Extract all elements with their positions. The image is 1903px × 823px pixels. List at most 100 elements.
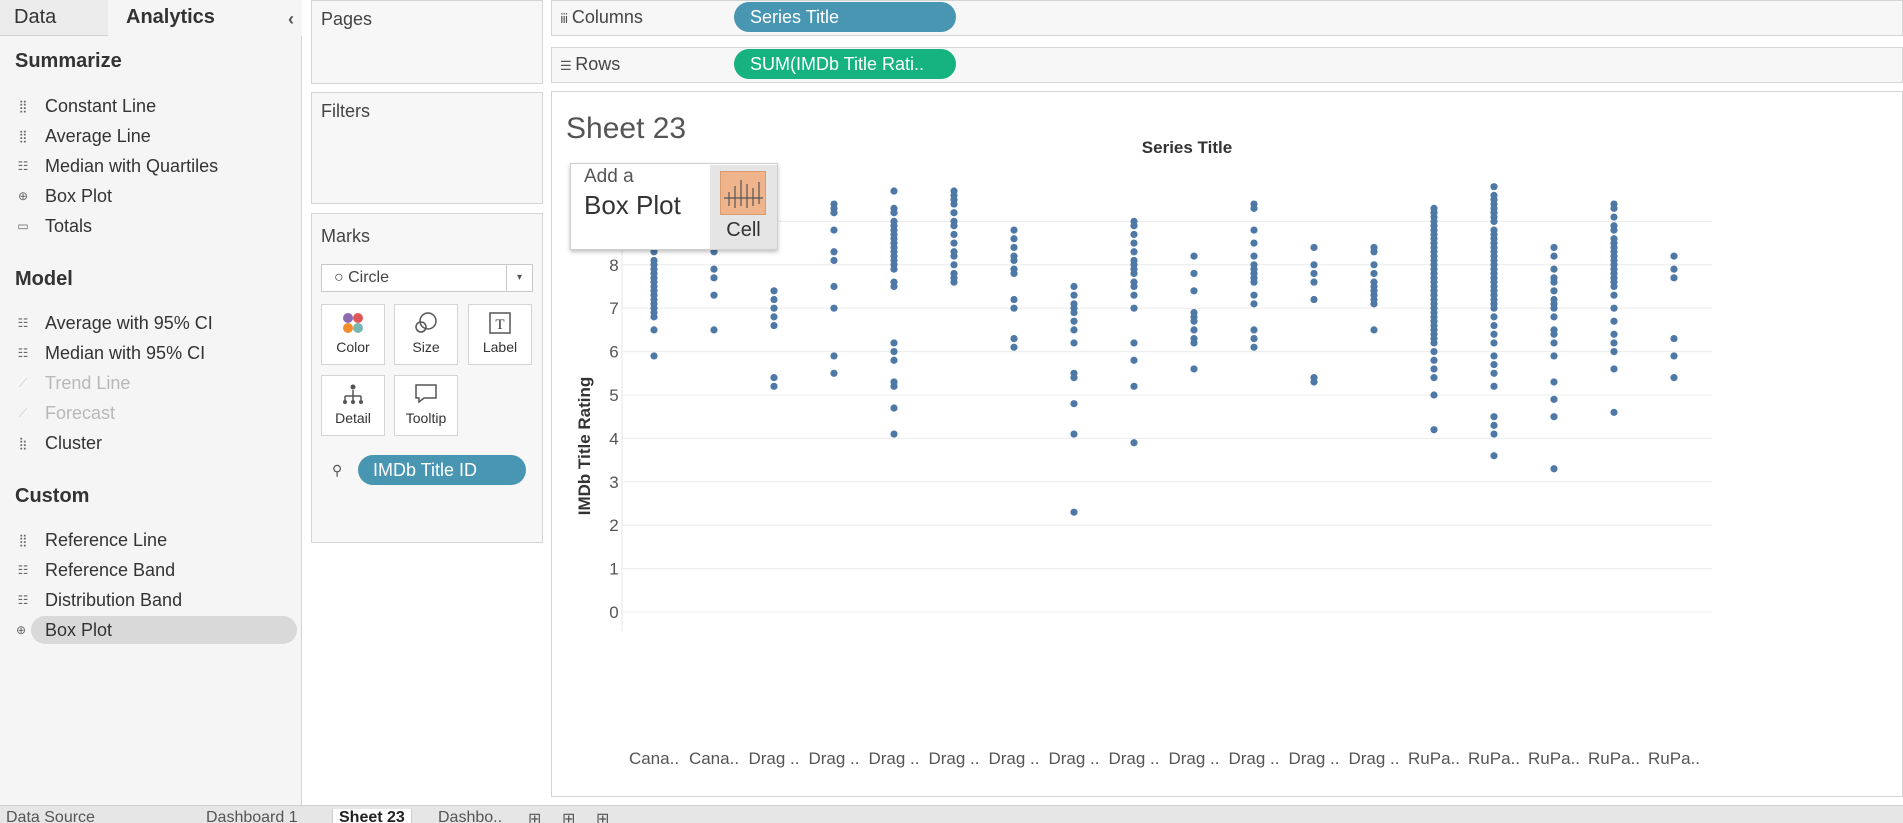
mark-type-dropdown[interactable]: ○ Circle ▾ (321, 264, 533, 292)
data-point (1490, 183, 1498, 191)
analytics-item-median-quartiles[interactable]: ☷ Median with Quartiles (14, 152, 298, 180)
tab-analytics[interactable]: Analytics ‹ (108, 0, 302, 36)
y-tick-label: 6 (609, 343, 618, 362)
constant-line-icon: ⣿ (18, 99, 28, 113)
new-dashboard-icon[interactable]: ⊞ (562, 811, 576, 823)
tab-data[interactable]: Data (0, 0, 108, 36)
x-tick-label: Drag .. (1288, 749, 1339, 768)
data-point (1550, 313, 1558, 321)
marks-size-button[interactable]: Size (394, 304, 458, 365)
analytics-item-distribution-band[interactable]: ☷ Distribution Band (14, 586, 298, 614)
data-point (650, 326, 658, 334)
data-point (1610, 365, 1618, 373)
analytics-item-reference-band[interactable]: ☷ Reference Band (14, 556, 298, 584)
reference-line-icon: ⣿ (18, 533, 28, 547)
analytics-item-box-plot-custom[interactable]: ⊕ Box Plot (16, 616, 297, 644)
tab-sheet-23[interactable]: Sheet 23 (332, 809, 412, 823)
analytics-item-median-ci[interactable]: ☷ Median with 95% CI (14, 339, 298, 367)
data-point (1190, 269, 1198, 278)
analytics-item-average-line[interactable]: ⣿ Average Line (14, 122, 298, 150)
collapse-pane-icon[interactable]: ‹ (288, 9, 294, 29)
item-label: Box Plot (45, 186, 113, 206)
data-point (1250, 300, 1258, 308)
data-point (830, 209, 838, 217)
data-point (1550, 243, 1558, 252)
item-label: Constant Line (45, 96, 157, 116)
drag-tooltip: Add a Box Plot Cell (570, 163, 778, 250)
pages-card[interactable]: Pages (311, 0, 543, 84)
data-point (1610, 226, 1618, 234)
filters-card[interactable]: Filters (311, 92, 543, 204)
rows-shelf[interactable]: ☰ Rows SUM(IMDb Title Rati.. (551, 47, 1903, 83)
marks-color-button[interactable]: Color (321, 304, 385, 365)
data-point (1250, 291, 1258, 299)
analytics-item-constant-line[interactable]: ⣿ Constant Line (14, 92, 298, 120)
new-story-icon[interactable]: ⊞ (596, 811, 610, 823)
data-point (1130, 439, 1138, 447)
data-point (830, 282, 838, 291)
data-point (1190, 339, 1198, 347)
data-point (1310, 295, 1318, 304)
data-point (1310, 261, 1318, 269)
data-point (1670, 374, 1678, 382)
forecast-icon: ⟋ (18, 406, 28, 420)
data-point (710, 274, 718, 282)
average-line-icon: ⣿ (18, 129, 28, 143)
data-point (1430, 391, 1438, 399)
detail-pill-imdb-title-id[interactable]: IMDb Title ID (358, 455, 526, 485)
analytics-item-average-ci[interactable]: ☷ Average with 95% CI (14, 309, 298, 337)
data-point (1250, 343, 1258, 351)
tab-data-source[interactable]: Data Source (6, 809, 95, 823)
data-point (950, 261, 958, 269)
data-point (1430, 348, 1438, 356)
data-point (1070, 291, 1078, 299)
data-point (1550, 413, 1558, 421)
color-icon (322, 305, 384, 339)
new-worksheet-icon[interactable]: ⊞ (528, 811, 542, 823)
columns-shelf-label: ⅲ Columns (560, 7, 643, 28)
data-point (1070, 374, 1078, 382)
totals-icon: ▭ (17, 219, 29, 233)
reference-band-icon: ☷ (17, 563, 29, 577)
data-point (1610, 204, 1618, 212)
data-point (1070, 430, 1078, 438)
data-point (1490, 352, 1498, 360)
distribution-band-icon: ☷ (17, 593, 29, 607)
analytics-item-cluster[interactable]: ⣷ Cluster (14, 429, 298, 457)
data-point (770, 321, 778, 330)
data-point (1130, 304, 1138, 312)
data-point (710, 291, 718, 299)
analytics-item-box-plot[interactable]: ⊕ Box Plot (14, 182, 298, 210)
data-point (1130, 291, 1138, 299)
analytics-item-reference-line[interactable]: ⣿ Reference Line (14, 526, 298, 554)
rows-pill-sum-imdb-rating[interactable]: SUM(IMDb Title Rati.. (734, 49, 956, 79)
tooltip-cell-label: Cell (726, 219, 761, 241)
x-tick-label: RuPa.. (1468, 749, 1520, 768)
data-point (1670, 252, 1678, 260)
chevron-down-icon[interactable]: ▾ (506, 265, 532, 291)
tab-dashboard-1[interactable]: Dashboard 1 (206, 809, 298, 823)
columns-label: Columns (571, 7, 643, 27)
data-point (1310, 269, 1318, 278)
columns-shelf[interactable]: ⅲ Columns Series Title (551, 0, 1903, 36)
analytics-item-totals[interactable]: ▭ Totals (14, 212, 298, 240)
average-ci-icon: ☷ (17, 316, 29, 330)
marks-label-button[interactable]: T Label (468, 304, 532, 365)
marks-card: Marks ○ Circle ▾ Color Size T Label Deta… (311, 213, 543, 543)
columns-pill-series-title[interactable]: Series Title (734, 2, 956, 32)
x-tick-label: Drag .. (988, 749, 1039, 768)
data-point (1190, 326, 1198, 334)
tab-dashboard-2[interactable]: Dashbo.. (438, 809, 503, 823)
x-tick-label: Drag .. (808, 749, 859, 768)
marks-detail-button[interactable]: Detail (321, 375, 385, 436)
data-point (770, 374, 778, 382)
data-point (1610, 291, 1618, 299)
data-point (770, 287, 778, 295)
x-tick-label: RuPa.. (1588, 749, 1640, 768)
y-tick-label: 3 (609, 473, 618, 492)
data-point (1550, 287, 1558, 295)
data-point (1610, 348, 1618, 356)
tooltip-cell-target[interactable]: Cell (710, 165, 777, 249)
marks-tooltip-button[interactable]: Tooltip (394, 375, 458, 436)
